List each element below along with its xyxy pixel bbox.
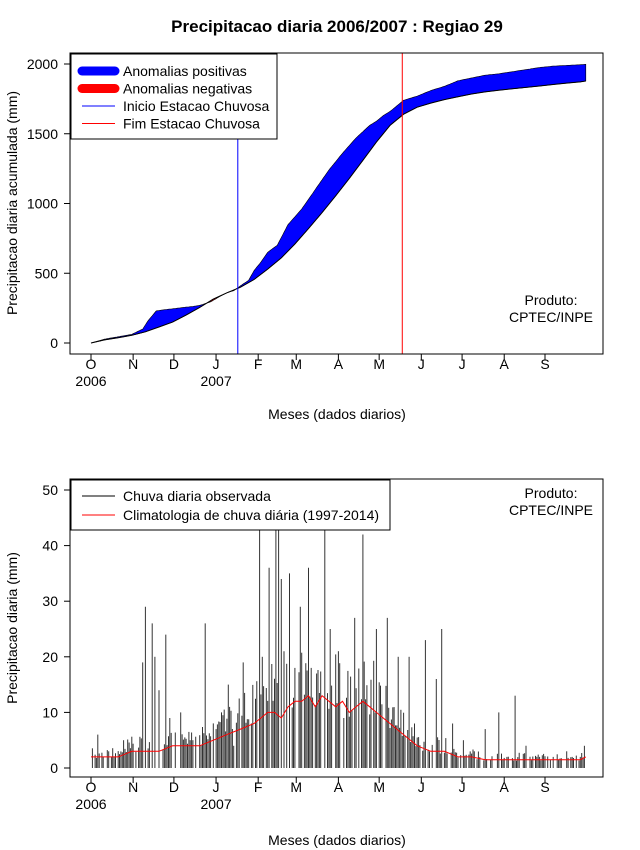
x-tick-label: J bbox=[213, 779, 220, 795]
product-label-line2: CPTEC/INPE bbox=[509, 309, 593, 325]
legend: Anomalias positivas Anomalias negativasIn… bbox=[70, 53, 278, 140]
y-tick-label: 50 bbox=[42, 482, 58, 498]
x-tick-label: A bbox=[334, 356, 344, 372]
chart-title: Precipitacao diaria 2006/2007 : Regiao 2… bbox=[171, 17, 503, 36]
positive-anomaly-band bbox=[90, 301, 209, 344]
x-tick-label: D bbox=[169, 356, 179, 372]
x-tick-label: S bbox=[540, 356, 549, 372]
legend-label: Anomalias negativas bbox=[123, 81, 252, 97]
x-tick-label: J bbox=[459, 779, 466, 795]
x-tick-label: O bbox=[86, 779, 97, 795]
legend-label: Chuva diaria observada bbox=[123, 488, 271, 504]
x-tick-label: N bbox=[128, 356, 138, 372]
x-tick-label: N bbox=[128, 779, 138, 795]
x-tick-label: F bbox=[254, 779, 263, 795]
x-tick-label: F bbox=[254, 356, 263, 372]
product-label-line2: CPTEC/INPE bbox=[509, 502, 593, 518]
y-tick-label: 0 bbox=[50, 335, 58, 351]
x-tick-label: D bbox=[169, 779, 179, 795]
y-axis-label: Precipitacao diaria acumulada (mm) bbox=[4, 91, 20, 315]
product-label-line1: Produto: bbox=[525, 292, 578, 308]
year-label: 2007 bbox=[200, 373, 231, 389]
legend-label: Climatologia de chuva diária (1997-2014) bbox=[123, 507, 379, 523]
y-tick-label: 1000 bbox=[27, 196, 58, 212]
x-tick-label: J bbox=[213, 356, 220, 372]
y-tick-label: 500 bbox=[35, 265, 59, 281]
x-tick-label: M bbox=[290, 356, 302, 372]
y-tick-label: 30 bbox=[42, 593, 58, 609]
x-tick-label: M bbox=[290, 779, 302, 795]
year-label: 2006 bbox=[75, 796, 106, 812]
positive-anomaly-band bbox=[236, 63, 587, 290]
x-tick-label: A bbox=[500, 779, 510, 795]
x-tick-label: J bbox=[459, 356, 466, 372]
x-tick-label: A bbox=[500, 356, 510, 372]
x-tick-label: O bbox=[86, 356, 97, 372]
year-label: 2007 bbox=[200, 796, 231, 812]
legend: Chuva diaria observada Climatologia de ch… bbox=[70, 479, 391, 531]
y-tick-label: 1500 bbox=[27, 126, 58, 142]
plot-frame bbox=[69, 478, 604, 778]
x-tick-label: S bbox=[540, 779, 549, 795]
x-tick-label: J bbox=[418, 356, 425, 372]
y-tick-label: 0 bbox=[50, 760, 58, 776]
climatology-daily-line bbox=[91, 694, 587, 761]
y-tick-label: 10 bbox=[42, 704, 58, 720]
climatology-accumulated-line bbox=[90, 80, 586, 344]
x-axis-label: Meses (dados diarios) bbox=[268, 832, 406, 848]
y-tick-label: 2000 bbox=[27, 56, 58, 72]
x-tick-label: M bbox=[373, 356, 385, 372]
year-label: 2006 bbox=[75, 373, 106, 389]
legend-label: Fim Estacao Chuvosa bbox=[123, 116, 260, 132]
daily-precipitation-chart: 0 10 20 30 40 50 O N D J F M A M J J A S 2006 2007 Meses (d… bbox=[4, 478, 604, 848]
y-tick-label: 20 bbox=[42, 649, 58, 665]
legend-label: Anomalias positivas bbox=[123, 63, 247, 79]
x-axis-label: Meses (dados diarios) bbox=[268, 406, 406, 422]
y-tick-label: 40 bbox=[42, 538, 58, 554]
legend-box bbox=[70, 479, 391, 531]
product-label-line1: Produto: bbox=[525, 485, 578, 501]
x-tick-label: A bbox=[334, 779, 344, 795]
x-tick-label: M bbox=[373, 779, 385, 795]
x-tick-label: J bbox=[418, 779, 425, 795]
legend-label: Inicio Estacao Chuvosa bbox=[123, 98, 270, 114]
y-axis-label: Precipitacao diaria (mm) bbox=[4, 552, 20, 704]
accumulated-precipitation-chart: Precipitacao diaria 2006/2007 : Regiao 2… bbox=[4, 17, 604, 422]
